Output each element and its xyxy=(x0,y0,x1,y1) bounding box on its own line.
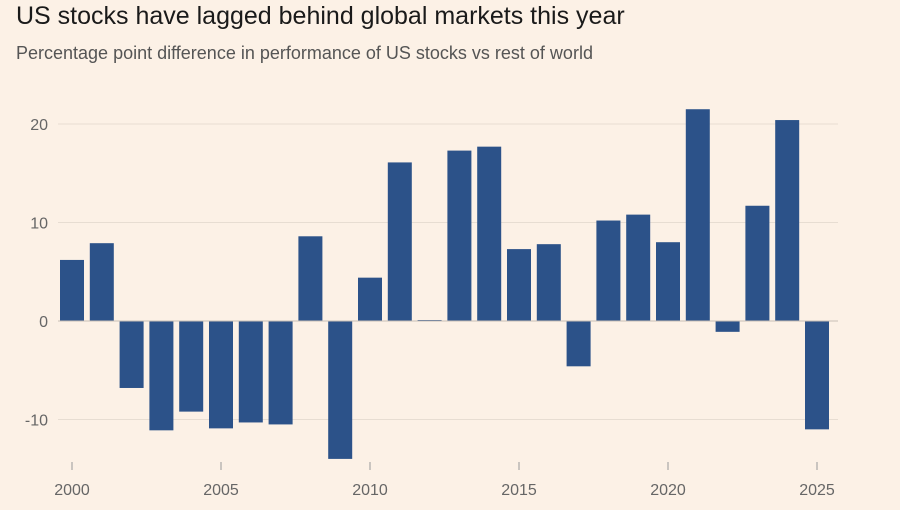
bar-2001 xyxy=(89,243,114,321)
bar-2013 xyxy=(447,150,472,321)
bar-2022 xyxy=(715,321,740,332)
bar-2002 xyxy=(119,321,144,388)
bar-2010 xyxy=(358,277,382,321)
bar-2014 xyxy=(477,146,502,321)
x-tick-label: 2005 xyxy=(203,482,239,499)
chart-subtitle: Percentage point difference in performan… xyxy=(16,43,593,63)
bar-2019 xyxy=(626,214,651,321)
bar-2005 xyxy=(209,321,233,429)
bar-2000 xyxy=(60,259,84,321)
bar-2020 xyxy=(656,242,680,321)
axes: -10 0 10 20 2000 2005 2010 2015 2020 2025 xyxy=(25,117,838,499)
y-tick-label: 20 xyxy=(30,117,48,134)
y-tick-label: -10 xyxy=(25,413,48,430)
x-tick-label: 2025 xyxy=(799,482,835,499)
x-tick-label: 2020 xyxy=(650,482,686,499)
bar-2021 xyxy=(685,109,710,321)
bar-2009 xyxy=(328,321,353,459)
bar-2011 xyxy=(387,162,412,321)
bar-2003 xyxy=(149,321,174,431)
bar-2008 xyxy=(298,236,323,321)
x-tick-label: 2000 xyxy=(54,482,90,499)
bar-2007 xyxy=(268,321,293,425)
bar-2024 xyxy=(775,120,800,321)
x-tick-label: 2015 xyxy=(501,482,537,499)
bar-2015 xyxy=(507,249,531,321)
x-tick-label: 2010 xyxy=(352,482,388,499)
chart-title: US stocks have lagged behind global mark… xyxy=(16,2,625,30)
y-tick-label: 10 xyxy=(30,216,48,233)
bar-2004 xyxy=(179,321,204,412)
bar-2023 xyxy=(745,205,770,321)
bar-2025 xyxy=(805,321,829,430)
bar-2017 xyxy=(566,321,591,367)
y-tick-label: 0 xyxy=(39,314,48,331)
bars xyxy=(60,109,829,459)
bar-2018 xyxy=(596,220,621,321)
bar-2016 xyxy=(536,244,561,321)
bar-2006 xyxy=(238,321,263,423)
